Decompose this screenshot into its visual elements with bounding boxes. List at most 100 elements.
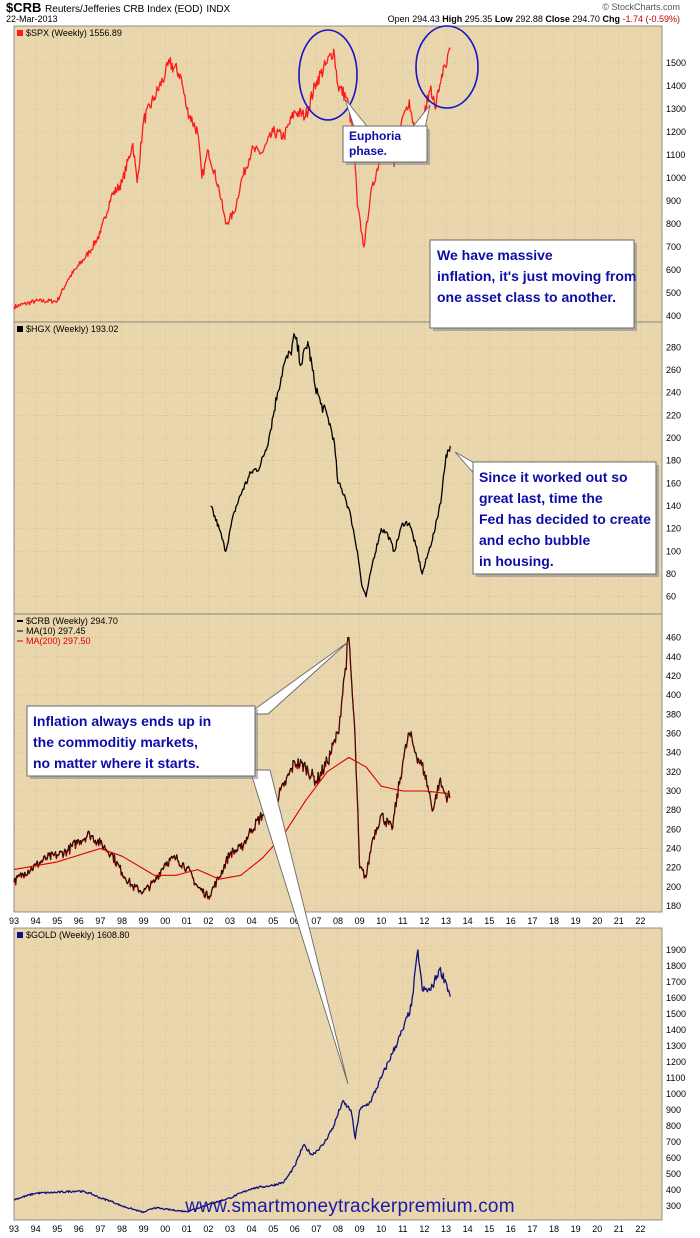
y-tick-label: 1200 — [666, 1057, 686, 1067]
y-tick-label: 180 — [666, 901, 681, 911]
open-label: Open — [387, 14, 410, 24]
panel-frame — [13, 927, 663, 1221]
y-tick-label: 900 — [666, 196, 681, 206]
callout-text: in housing. — [479, 553, 554, 569]
y-tick-label: 60 — [666, 592, 676, 602]
x-tick-label: 10 — [376, 916, 386, 926]
callout-box — [342, 125, 428, 163]
x-tick-label: 93 — [9, 916, 19, 926]
x-tick-label: 00 — [160, 916, 170, 926]
price-line — [13, 949, 451, 1214]
y-tick-label: 1100 — [666, 150, 685, 160]
y-tick-label: 300 — [666, 786, 681, 796]
legend-swatch — [17, 932, 23, 938]
callout-text: inflation, it's just moving from — [437, 268, 636, 284]
legend-swatch — [17, 30, 23, 36]
price-line — [13, 47, 451, 310]
x-axis-background — [0, 1220, 700, 1236]
low-label: Low — [494, 14, 513, 24]
chg-value: -1.74 (-0.59%) — [622, 14, 680, 24]
high-label: High — [442, 14, 463, 24]
y-tick-label: 320 — [666, 767, 681, 777]
x-tick-label: 19 — [571, 1224, 581, 1234]
x-tick-label: 13 — [441, 1224, 451, 1234]
callout-text: We have massive — [437, 247, 553, 263]
x-tick-label: 17 — [527, 916, 537, 926]
y-tick-label: 240 — [666, 388, 681, 398]
y-tick-label: 200 — [666, 882, 681, 892]
x-axis-background — [0, 912, 700, 928]
x-tick-label: 18 — [549, 916, 559, 926]
x-tick-label: 22 — [635, 916, 645, 926]
y-tick-label: 1000 — [666, 173, 686, 183]
y-tick-label: 420 — [666, 671, 681, 681]
y-tick-label: 100 — [666, 546, 681, 556]
legend-label: $SPX (Weekly) 1556.89 — [26, 28, 122, 38]
y-axis-background — [662, 322, 700, 614]
x-tick-label: 02 — [203, 916, 213, 926]
y-tick-label: 80 — [666, 569, 676, 579]
chg-label: Chg — [602, 14, 620, 24]
y-tick-label: 1500 — [666, 1009, 686, 1019]
y-axis-background — [662, 26, 700, 322]
callout-text: Fed has decided to create — [479, 511, 651, 527]
x-tick-label: 17 — [527, 1224, 537, 1234]
callout-text: no matter where it starts. — [33, 755, 200, 771]
y-tick-label: 260 — [666, 365, 681, 375]
y-tick-label: 1700 — [666, 977, 686, 987]
x-tick-label: 07 — [311, 916, 321, 926]
x-tick-label: 05 — [268, 916, 278, 926]
x-tick-label: 05 — [268, 1224, 278, 1234]
footer-url: www.smartmoneytrackerpremium.com — [185, 1196, 515, 1217]
price-line — [210, 333, 451, 598]
y-tick-label: 800 — [666, 219, 681, 229]
x-tick-label: 95 — [52, 1224, 62, 1234]
exchange: INDX — [206, 4, 231, 15]
y-tick-label: 1400 — [666, 1025, 686, 1035]
x-tick-label: 08 — [333, 1224, 343, 1234]
x-tick-label: 94 — [31, 1224, 41, 1234]
y-tick-label: 400 — [666, 311, 681, 321]
stockcharts-logo: © StockCharts.com — [602, 2, 680, 12]
y-tick-label: 260 — [666, 824, 681, 834]
y-tick-label: 900 — [666, 1105, 681, 1115]
legend-label: $GOLD (Weekly) 1608.80 — [26, 930, 129, 940]
x-tick-label: 10 — [376, 1224, 386, 1234]
x-tick-label: 07 — [311, 1224, 321, 1234]
peak-circle — [298, 29, 358, 121]
legend-label: $HGX (Weekly) 193.02 — [26, 324, 118, 334]
x-tick-label: 03 — [225, 1224, 235, 1234]
x-tick-label: 04 — [247, 1224, 257, 1234]
x-tick-label: 15 — [484, 1224, 494, 1234]
callout-text: one asset class to another. — [437, 289, 616, 305]
x-tick-label: 14 — [463, 916, 473, 926]
y-tick-label: 800 — [666, 1121, 681, 1131]
x-tick-label: 06 — [290, 1224, 300, 1234]
y-tick-label: 1500 — [666, 58, 686, 68]
x-tick-label: 21 — [614, 916, 624, 926]
x-tick-label: 98 — [117, 1224, 127, 1234]
close-value: 294.70 — [572, 14, 600, 24]
callout-box — [429, 239, 635, 329]
x-tick-label: 16 — [506, 1224, 516, 1234]
legend-swatch — [17, 326, 23, 332]
y-axis-background — [662, 614, 700, 928]
low-value: 292.88 — [515, 14, 543, 24]
x-tick-label: 06 — [290, 916, 300, 926]
x-tick-label: 21 — [614, 1224, 624, 1234]
x-tick-label: 98 — [117, 916, 127, 926]
y-tick-label: 1400 — [666, 81, 686, 91]
callout-text: and echo bubble — [479, 532, 590, 548]
x-tick-label: 13 — [441, 916, 451, 926]
x-tick-label: 01 — [182, 916, 192, 926]
x-tick-label: 22 — [635, 1224, 645, 1234]
x-tick-label: 04 — [247, 916, 257, 926]
close-label: Close — [545, 14, 570, 24]
y-tick-label: 1900 — [666, 945, 686, 955]
y-tick-label: 140 — [666, 501, 681, 511]
high-value: 295.35 — [464, 14, 493, 24]
y-tick-label: 220 — [666, 410, 681, 420]
x-tick-label: 99 — [139, 1224, 149, 1234]
x-tick-label: 08 — [333, 916, 343, 926]
x-tick-label: 99 — [139, 916, 149, 926]
